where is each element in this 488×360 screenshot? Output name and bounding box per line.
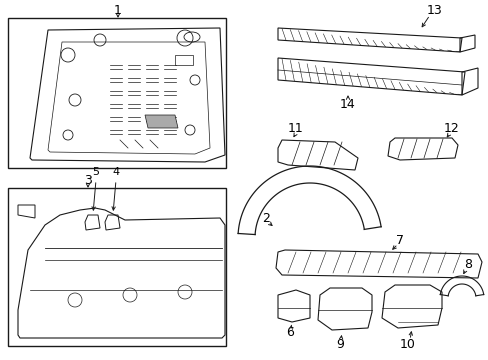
Text: 13: 13 <box>426 4 442 17</box>
Bar <box>175 55 193 65</box>
Text: 8: 8 <box>463 258 471 271</box>
Text: 14: 14 <box>340 99 355 112</box>
Text: 12: 12 <box>443 122 459 135</box>
Polygon shape <box>145 115 178 128</box>
Text: 4: 4 <box>112 167 120 177</box>
Text: 11: 11 <box>287 122 303 135</box>
Text: 3: 3 <box>84 174 92 186</box>
Text: 10: 10 <box>399 338 415 351</box>
Text: 9: 9 <box>335 338 343 351</box>
Text: 5: 5 <box>92 167 99 177</box>
Text: 7: 7 <box>395 234 403 247</box>
Text: 1: 1 <box>114 4 122 17</box>
Text: 2: 2 <box>262 211 269 225</box>
Bar <box>8 188 225 346</box>
Text: 6: 6 <box>285 327 293 339</box>
Bar <box>8 18 225 168</box>
